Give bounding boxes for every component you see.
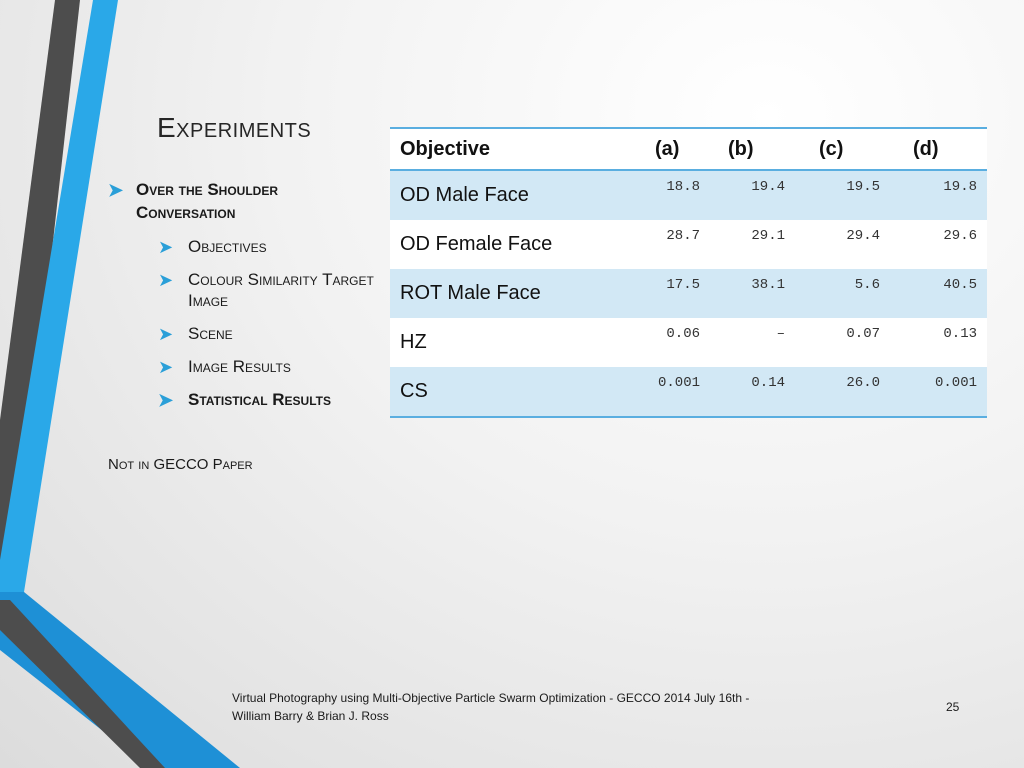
- cell-value: 0.001: [635, 367, 710, 417]
- bullet-level1-text: Over the Shoulder Conversation: [136, 180, 279, 222]
- bullet-text: Scene: [188, 324, 233, 343]
- table-header-row: Objective (a) (b) (c) (d): [390, 128, 987, 171]
- row-label: OD Male Face: [390, 170, 635, 220]
- header-a: (a): [635, 128, 710, 171]
- cell-value: 40.5: [890, 269, 987, 318]
- page-number: 25: [946, 700, 960, 714]
- arrow-bullet-icon: ➤: [158, 357, 174, 377]
- bullet-text: Statistical Results: [188, 390, 331, 409]
- cell-value: 18.8: [635, 170, 710, 220]
- arrow-bullet-icon: ➤: [158, 270, 174, 290]
- cell-value: 0.001: [890, 367, 987, 417]
- arrow-bullet-icon: ➤: [158, 324, 174, 344]
- cell-value: 19.4: [710, 170, 795, 220]
- blue-stripe-diagonal: [0, 592, 240, 768]
- cell-value: 0.06: [635, 318, 710, 367]
- header-b: (b): [710, 128, 795, 171]
- bullet-objectives: ➤ Objectives: [158, 236, 378, 257]
- bullet-text: Image Results: [188, 357, 291, 376]
- footer-line2: William Barry & Brian J. Ross: [232, 709, 389, 723]
- bullet-image-results: ➤ Image Results: [158, 356, 378, 377]
- slide-title: Experiments: [157, 112, 312, 143]
- cell-value: 5.6: [795, 269, 890, 318]
- bullet-scene: ➤ Scene: [158, 323, 378, 344]
- cell-value: 0.14: [710, 367, 795, 417]
- dark-stripe-diagonal: [0, 600, 165, 768]
- row-label: OD Female Face: [390, 220, 635, 269]
- table-row: ROT Male Face 17.5 38.1 5.6 40.5: [390, 269, 987, 318]
- footer-citation: Virtual Photography using Multi-Objectiv…: [232, 689, 832, 725]
- cell-value: 29.6: [890, 220, 987, 269]
- bullet-list: ➤ Over the Shoulder Conversation ➤ Objec…: [108, 178, 378, 410]
- cell-value: 29.4: [795, 220, 890, 269]
- cell-value: 26.0: [795, 367, 890, 417]
- cell-value: 17.5: [635, 269, 710, 318]
- note-text: Not in GECCO Paper: [108, 456, 253, 473]
- header-d: (d): [890, 128, 987, 171]
- table-row: OD Male Face 18.8 19.4 19.5 19.8: [390, 170, 987, 220]
- header-c: (c): [795, 128, 890, 171]
- bullet-text: Colour Similarity Target Image: [188, 270, 374, 310]
- row-label: HZ: [390, 318, 635, 367]
- arrow-bullet-icon: ➤: [108, 180, 124, 200]
- cell-value: 19.5: [795, 170, 890, 220]
- cell-value: 0.13: [890, 318, 987, 367]
- row-label: ROT Male Face: [390, 269, 635, 318]
- row-label: CS: [390, 367, 635, 417]
- table-row: OD Female Face 28.7 29.1 29.4 29.6: [390, 220, 987, 269]
- header-objective: Objective: [390, 128, 635, 171]
- cell-value: 29.1: [710, 220, 795, 269]
- bullet-level1: ➤ Over the Shoulder Conversation: [108, 178, 378, 224]
- bullet-colour-similarity: ➤ Colour Similarity Target Image: [158, 269, 378, 311]
- table-row: HZ 0.06 – 0.07 0.13: [390, 318, 987, 367]
- arrow-bullet-icon: ➤: [158, 237, 174, 257]
- arrow-bullet-icon: ➤: [158, 390, 174, 410]
- bullet-statistical-results: ➤ Statistical Results: [158, 389, 378, 410]
- footer-line1: Virtual Photography using Multi-Objectiv…: [232, 691, 750, 705]
- cell-value: 19.8: [890, 170, 987, 220]
- blue-stripe-vertical: [0, 0, 118, 592]
- bullet-text: Objectives: [188, 237, 267, 256]
- results-table: Objective (a) (b) (c) (d) OD Male Face 1…: [390, 127, 987, 418]
- table-row: CS 0.001 0.14 26.0 0.001: [390, 367, 987, 417]
- cell-value: 38.1: [710, 269, 795, 318]
- cell-value: –: [710, 318, 795, 367]
- cell-value: 0.07: [795, 318, 890, 367]
- cell-value: 28.7: [635, 220, 710, 269]
